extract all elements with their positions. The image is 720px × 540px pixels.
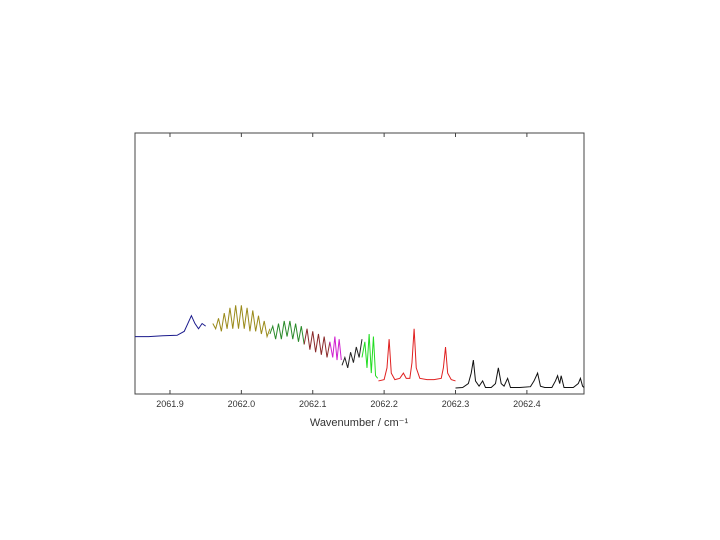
x-tick-label: 2062.4 [513, 399, 541, 409]
spectrum-line [361, 333, 379, 379]
x-axis-label: Wavenumber / cm⁻¹ [310, 417, 409, 429]
x-tick-label: 2061.9 [156, 399, 184, 409]
spectrum-line [455, 359, 585, 389]
x-tick-label: 2062.2 [370, 399, 398, 409]
spectrum-line [303, 328, 331, 358]
spectrum-line [212, 305, 271, 339]
spectrum-line [378, 328, 456, 382]
x-tick-label: 2062.0 [228, 399, 256, 409]
plot-frame [134, 132, 585, 395]
x-tick-label: 2062.1 [299, 399, 327, 409]
spectrum-line [341, 339, 363, 369]
x-tick-label: 2062.3 [442, 399, 470, 409]
spectrum-line [269, 320, 305, 345]
spectrum-line [329, 336, 342, 361]
spectrum-line [135, 314, 206, 338]
